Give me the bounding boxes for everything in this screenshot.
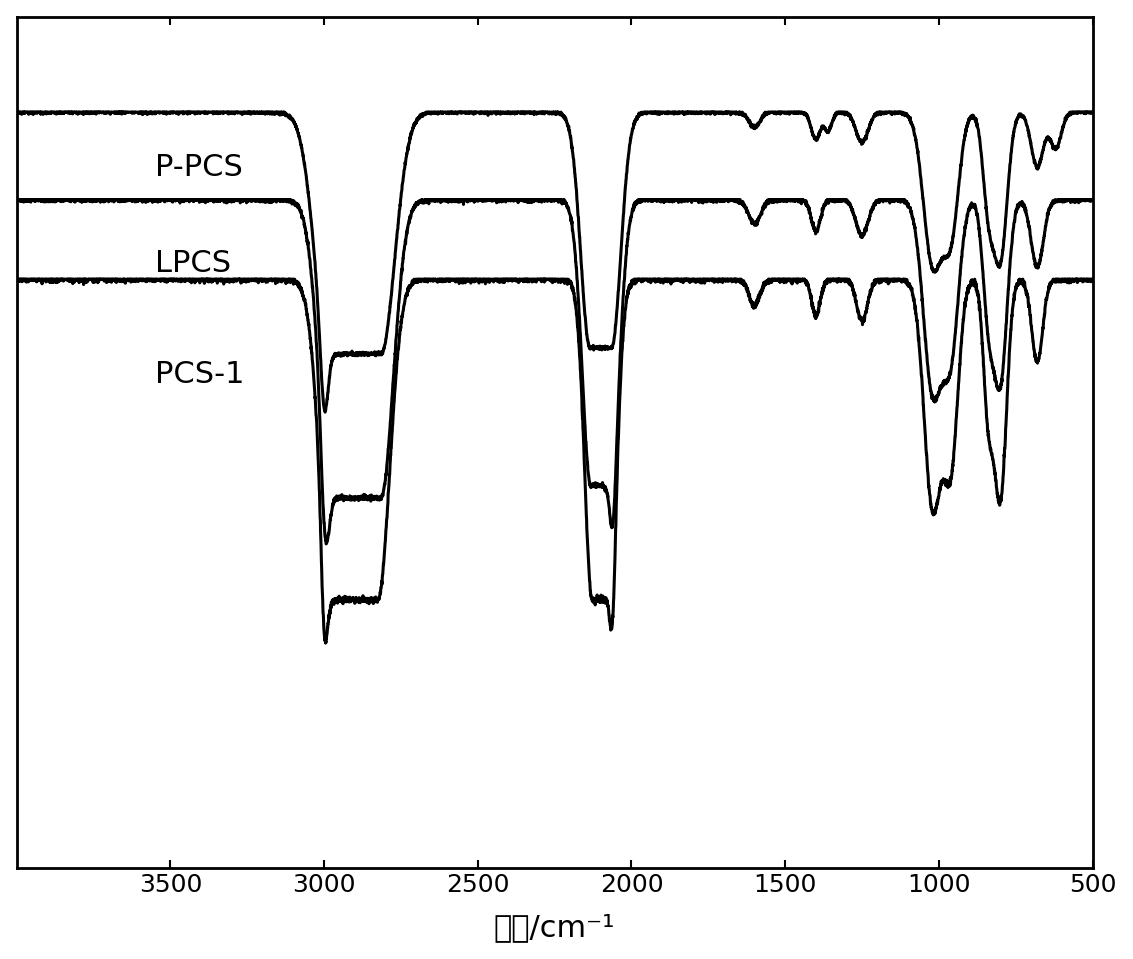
Text: LPCS: LPCS (155, 248, 231, 278)
X-axis label: 波数/cm⁻¹: 波数/cm⁻¹ (494, 913, 615, 943)
Text: PCS-1: PCS-1 (155, 361, 245, 389)
Text: P-PCS: P-PCS (155, 153, 242, 182)
